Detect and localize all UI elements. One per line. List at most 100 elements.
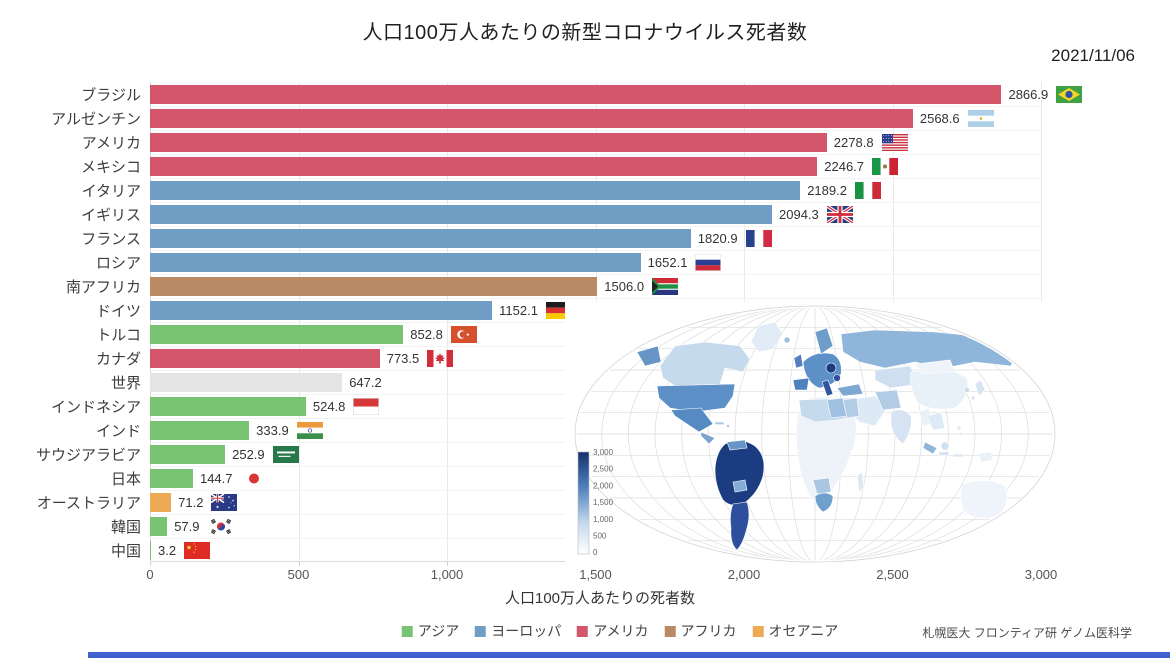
bar-track: 647.2 <box>150 370 1170 394</box>
bar <box>150 492 172 512</box>
country-label: ロシア <box>95 254 141 272</box>
bar-track: 333.9 <box>150 418 1170 442</box>
bar-row: 南アフリカ 1506.0 <box>0 274 1170 298</box>
bar-value-label: 252.9 <box>232 446 265 462</box>
bar-track: 524.8 <box>150 394 1170 418</box>
bar-row: 日本 144.7 <box>0 466 1170 490</box>
bar-track: 773.5 <box>150 346 1170 370</box>
bar <box>150 396 306 416</box>
colorbar-tick-label: 500 <box>593 532 607 541</box>
legend-swatch <box>664 625 676 637</box>
bar <box>150 252 641 272</box>
bar-value-label: 2094.3 <box>779 206 819 222</box>
bar-value-label: 2246.7 <box>824 158 865 174</box>
bar-row: インドネシア 524.8 <box>0 394 1170 418</box>
flag-jp-icon <box>240 469 267 487</box>
flag-ru-icon <box>695 253 722 271</box>
bar <box>150 516 168 536</box>
country-label: ブラジル <box>81 86 141 104</box>
country-label: 中国 <box>110 542 141 560</box>
bar-value-label: 647.2 <box>349 374 382 390</box>
map-continents <box>636 321 1029 551</box>
credit-label: 札幌医大 フロンティア研 ゲノム医科学 <box>922 626 1132 640</box>
legend-swatch <box>577 625 589 637</box>
legend-label: アメリカ <box>593 623 649 639</box>
x-tick-mark <box>298 562 300 566</box>
x-tick-label: 1,500 <box>579 567 612 582</box>
bar-track: 2866.9 <box>150 82 1170 106</box>
colorbar-tick-label: 2,000 <box>593 481 614 490</box>
bar-track: 71.2 <box>150 490 1170 514</box>
bar-track: 1506.0 <box>150 274 1170 298</box>
x-axis-title: 人口100万人あたりの死者数 <box>504 590 696 607</box>
bar <box>150 204 772 224</box>
flag-mx-icon <box>872 157 899 175</box>
bar-row: 韓国 57.9 <box>0 514 1170 538</box>
bar-track: 57.9 <box>150 514 1170 538</box>
bar <box>150 540 151 560</box>
legend-label: オセアニア <box>768 623 839 639</box>
x-tick-label: 3,000 <box>1024 567 1058 582</box>
bar-value-label: 1652.1 <box>647 254 688 270</box>
bar-track: 2568.6 <box>150 106 1170 130</box>
bar <box>150 132 827 152</box>
flag-id-icon <box>353 397 380 415</box>
bar <box>150 468 193 488</box>
flag-tr-icon <box>450 325 477 343</box>
bar-track: 852.8 <box>150 322 1170 346</box>
video-progress-bar[interactable] <box>88 652 1170 658</box>
bar-track: 2189.2 <box>150 178 1170 202</box>
legend-label: ヨーロッパ <box>491 623 562 639</box>
legend-swatch <box>475 625 487 637</box>
bar <box>150 372 343 392</box>
flag-ca-icon <box>427 349 454 367</box>
country-label: アルゼンチン <box>51 110 141 128</box>
legend-item: アジア <box>401 621 460 641</box>
bar-row: カナダ 773.5 <box>0 346 1170 370</box>
bar-value-label: 71.2 <box>178 494 204 510</box>
legend-item: オセアニア <box>752 621 839 641</box>
legend-swatch <box>752 625 764 637</box>
bar-value-label: 144.7 <box>199 470 233 486</box>
flag-fr-icon <box>745 229 772 247</box>
bar-value-label: 852.8 <box>410 326 443 342</box>
bar-rows: ブラジル 2866.9 アルゼンチン 2568.6 アメリカ 2278.8 メキシコ 2246… <box>0 82 1170 562</box>
bar-row: イタリア 2189.2 <box>0 178 1170 202</box>
flag-kr-icon <box>207 517 234 535</box>
x-tick-label: 2,000 <box>727 567 761 582</box>
bar <box>150 348 380 368</box>
bar-row: フランス 1820.9 <box>0 226 1170 250</box>
row-separator <box>150 130 1041 131</box>
world-map: 3,000 2,500 2,000 1,500 1,000 500 0 <box>565 302 1065 566</box>
flag-it-icon <box>854 181 881 199</box>
date-label: 2021/11/06 <box>1051 46 1135 65</box>
bar-value-label: 333.9 <box>256 422 289 438</box>
colorbar-tick-label: 2,500 <box>593 465 614 474</box>
legend-swatch <box>401 625 413 637</box>
bar-value-label: 2866.9 <box>1008 86 1049 102</box>
bar-row: 中国 3.2 <box>0 538 1170 562</box>
bar-row: 世界 647.2 <box>0 370 1170 394</box>
bar-track: 252.9 <box>150 442 1170 466</box>
bar-value-label: 773.5 <box>386 350 420 366</box>
flag-za-icon <box>652 277 679 295</box>
bar-track: 144.7 <box>150 466 1170 490</box>
flag-sa-icon <box>272 445 299 463</box>
bar-row: インド 333.9 <box>0 418 1170 442</box>
legend-label: アジア <box>417 623 460 639</box>
chart-legend: アジア ヨーロッパ アメリカ アフリカ オセアニア <box>401 621 839 641</box>
country-label: 世界 <box>110 374 141 392</box>
country-label: 日本 <box>110 470 141 488</box>
x-tick-label: 2,500 <box>876 567 909 582</box>
legend-item: アフリカ <box>664 621 737 641</box>
colorbar-tick-label: 3,000 <box>593 448 614 457</box>
country-label: サウジアラビア <box>35 446 141 464</box>
country-label: カナダ <box>95 350 141 368</box>
bar-value-label: 1506.0 <box>604 278 645 294</box>
legend-item: ヨーロッパ <box>475 621 561 641</box>
bar-track: 2246.7 <box>150 154 1170 178</box>
row-separator <box>150 298 1041 299</box>
bar-track: 1820.9 <box>150 226 1170 250</box>
flag-au-icon <box>211 493 238 511</box>
x-tick-mark <box>150 562 151 566</box>
